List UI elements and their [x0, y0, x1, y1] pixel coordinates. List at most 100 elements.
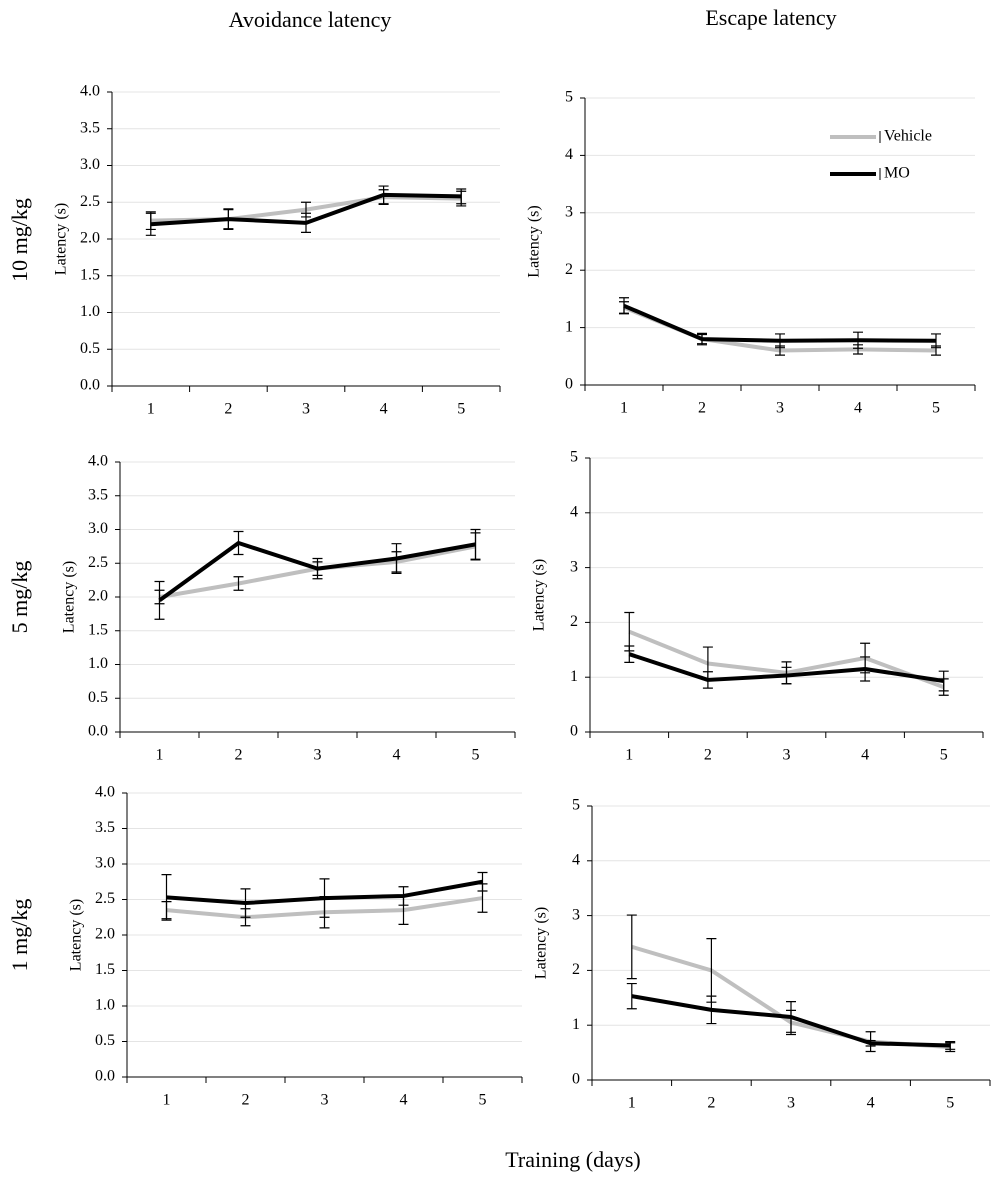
y-tick-label: 0.5: [88, 689, 108, 706]
error-bar: [860, 656, 871, 682]
x-axis-label: Training (days): [505, 1147, 640, 1172]
x-tick-label: 3: [302, 401, 310, 418]
error-bar: [233, 576, 244, 591]
error-bar: [154, 580, 165, 620]
y-tick-label: 1: [572, 1016, 580, 1033]
y-tick-label: 0: [570, 723, 578, 740]
y-tick-label: 1: [565, 318, 573, 335]
y-axis-label: Latency (s): [533, 907, 550, 979]
column-title: Escape latency: [705, 5, 836, 30]
error-bar: [931, 333, 941, 349]
y-tick-label: 5: [570, 449, 578, 466]
error-bar: [775, 333, 785, 349]
y-tick-label: 2.5: [80, 193, 100, 210]
error-bar: [301, 212, 311, 233]
y-tick-label: 2: [572, 961, 580, 978]
y-tick-label: 3.5: [80, 119, 100, 136]
y-tick-label: 4.0: [95, 784, 115, 801]
y-tick-label: 0: [572, 1071, 580, 1088]
y-tick-label: 2: [565, 261, 573, 278]
error-bar: [398, 886, 409, 906]
error-bar: [938, 670, 949, 692]
x-tick-label: 3: [787, 1095, 795, 1112]
y-tick-label: 1.0: [80, 303, 100, 320]
y-tick-label: 1.0: [95, 997, 115, 1014]
y-tick-label: 2.0: [88, 588, 108, 605]
error-bar: [697, 332, 707, 346]
error-bar: [233, 530, 244, 556]
y-tick-label: 4: [565, 146, 573, 163]
x-tick-label: 3: [783, 747, 791, 764]
x-tick-label: 2: [235, 747, 243, 764]
x-tick-label: 2: [242, 1092, 250, 1109]
error-bar: [477, 871, 488, 892]
error-bar: [161, 874, 172, 921]
error-bar: [223, 208, 234, 231]
row-label: 5 mg/kg: [7, 561, 32, 634]
x-tick-label: 4: [861, 747, 869, 764]
error-bar: [945, 1041, 956, 1050]
x-tick-label: 1: [625, 747, 633, 764]
y-tick-label: 1.5: [80, 266, 100, 283]
x-tick-label: 2: [704, 747, 712, 764]
y-tick-label: 5: [572, 797, 580, 814]
y-tick-label: 3: [570, 558, 578, 575]
error-bar: [378, 185, 389, 205]
row-label: 10 mg/kg: [7, 198, 32, 282]
column-title: Avoidance latency: [229, 7, 392, 32]
error-bar: [391, 543, 402, 574]
y-axis-label: Latency (s): [68, 899, 85, 971]
error-bar: [781, 666, 792, 685]
y-tick-label: 2.0: [80, 230, 100, 247]
error-bar: [865, 1039, 876, 1047]
x-tick-label: 4: [400, 1092, 408, 1109]
y-tick-label: 1.0: [88, 655, 108, 672]
error-bar: [145, 212, 156, 236]
error-bar: [319, 878, 330, 918]
x-tick-label: 4: [393, 747, 401, 764]
legend-label: Vehicle: [884, 128, 932, 145]
y-axis-label: Latency (s): [61, 561, 78, 633]
y-tick-label: 2.5: [95, 890, 115, 907]
x-tick-label: 3: [321, 1092, 329, 1109]
x-tick-label: 5: [932, 400, 940, 417]
error-bar: [456, 188, 467, 205]
x-tick-label: 2: [707, 1095, 715, 1112]
error-bar: [626, 982, 637, 1010]
y-tick-label: 4.0: [80, 83, 100, 100]
error-bar: [706, 995, 717, 1025]
y-tick-label: 2.0: [95, 926, 115, 943]
error-bar: [470, 528, 481, 560]
x-tick-label: 1: [628, 1095, 636, 1112]
x-tick-label: 1: [147, 401, 155, 418]
row-label: 1 mg/kg: [7, 899, 32, 972]
y-tick-label: 2.5: [88, 554, 108, 571]
error-bar: [240, 888, 251, 918]
y-tick-label: 1.5: [95, 961, 115, 978]
x-tick-label: 1: [620, 400, 628, 417]
error-bar: [626, 914, 637, 980]
error-bar: [619, 297, 629, 315]
x-tick-label: 1: [163, 1092, 171, 1109]
y-tick-label: 3: [565, 203, 573, 220]
x-tick-label: 4: [854, 400, 862, 417]
y-tick-label: 4.0: [88, 453, 108, 470]
y-tick-label: 5: [565, 89, 573, 106]
x-tick-label: 5: [479, 1092, 487, 1109]
y-tick-label: 3.0: [95, 855, 115, 872]
x-tick-label: 2: [224, 401, 232, 418]
error-bar: [786, 1001, 796, 1033]
x-tick-label: 1: [156, 747, 164, 764]
y-tick-label: 0.0: [80, 377, 100, 394]
y-tick-label: 3.5: [88, 486, 108, 503]
y-tick-label: 0.5: [80, 340, 100, 357]
y-tick-label: 3.5: [95, 819, 115, 836]
y-tick-label: 1.5: [88, 621, 108, 638]
x-tick-label: 4: [867, 1095, 875, 1112]
y-axis-label: Latency (s): [53, 203, 70, 275]
x-tick-label: 4: [380, 401, 388, 418]
x-tick-label: 3: [776, 400, 784, 417]
y-tick-label: 4: [570, 503, 578, 520]
y-tick-label: 2: [570, 613, 578, 630]
